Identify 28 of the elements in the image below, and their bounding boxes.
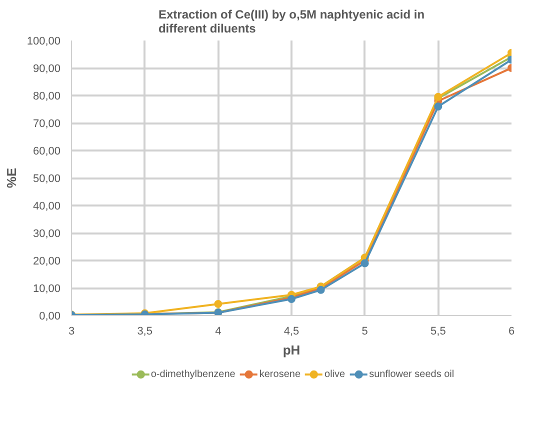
y-tick-label: 50,00 <box>32 173 61 185</box>
y-tick-label: 0,00 <box>39 310 61 322</box>
x-tick-label: 3,5 <box>137 326 152 338</box>
y-tick-label: 90,00 <box>32 63 61 75</box>
legend-label: o-dimethylbenzene <box>150 368 236 380</box>
point <box>214 300 222 308</box>
x-tick-label: 4,5 <box>284 326 300 338</box>
legend-label: kerosene <box>259 368 301 380</box>
x-tick-label: 3 <box>68 326 75 338</box>
x-tick-label: 5,5 <box>430 326 446 338</box>
x-tick-label: 6 <box>508 326 515 338</box>
x-axis-title: pH <box>282 342 300 358</box>
y-tick-label: 80,00 <box>32 90 61 102</box>
x-tick-label: 5 <box>362 326 368 338</box>
y-tick-label: 70,00 <box>32 118 61 130</box>
chart-title: Extraction of Ce(III) by o,5M naphtyenic acid in different diluents <box>158 8 425 36</box>
y-tick-label: 10,00 <box>32 283 61 295</box>
y-tick-label: 30,00 <box>32 228 61 240</box>
legend-label: olive <box>324 368 346 380</box>
legend-label: sunflower seeds oil <box>369 368 454 380</box>
y-tick-label: 40,00 <box>32 200 61 212</box>
y-tick-label: 100,00 <box>26 36 61 48</box>
y-tick-label: 60,00 <box>32 146 61 158</box>
point <box>360 259 369 268</box>
x-tick-label: 4 <box>215 326 222 338</box>
point <box>434 102 442 110</box>
y-axis-title: %E <box>4 168 19 188</box>
y-tick-label: 20,00 <box>32 256 61 268</box>
